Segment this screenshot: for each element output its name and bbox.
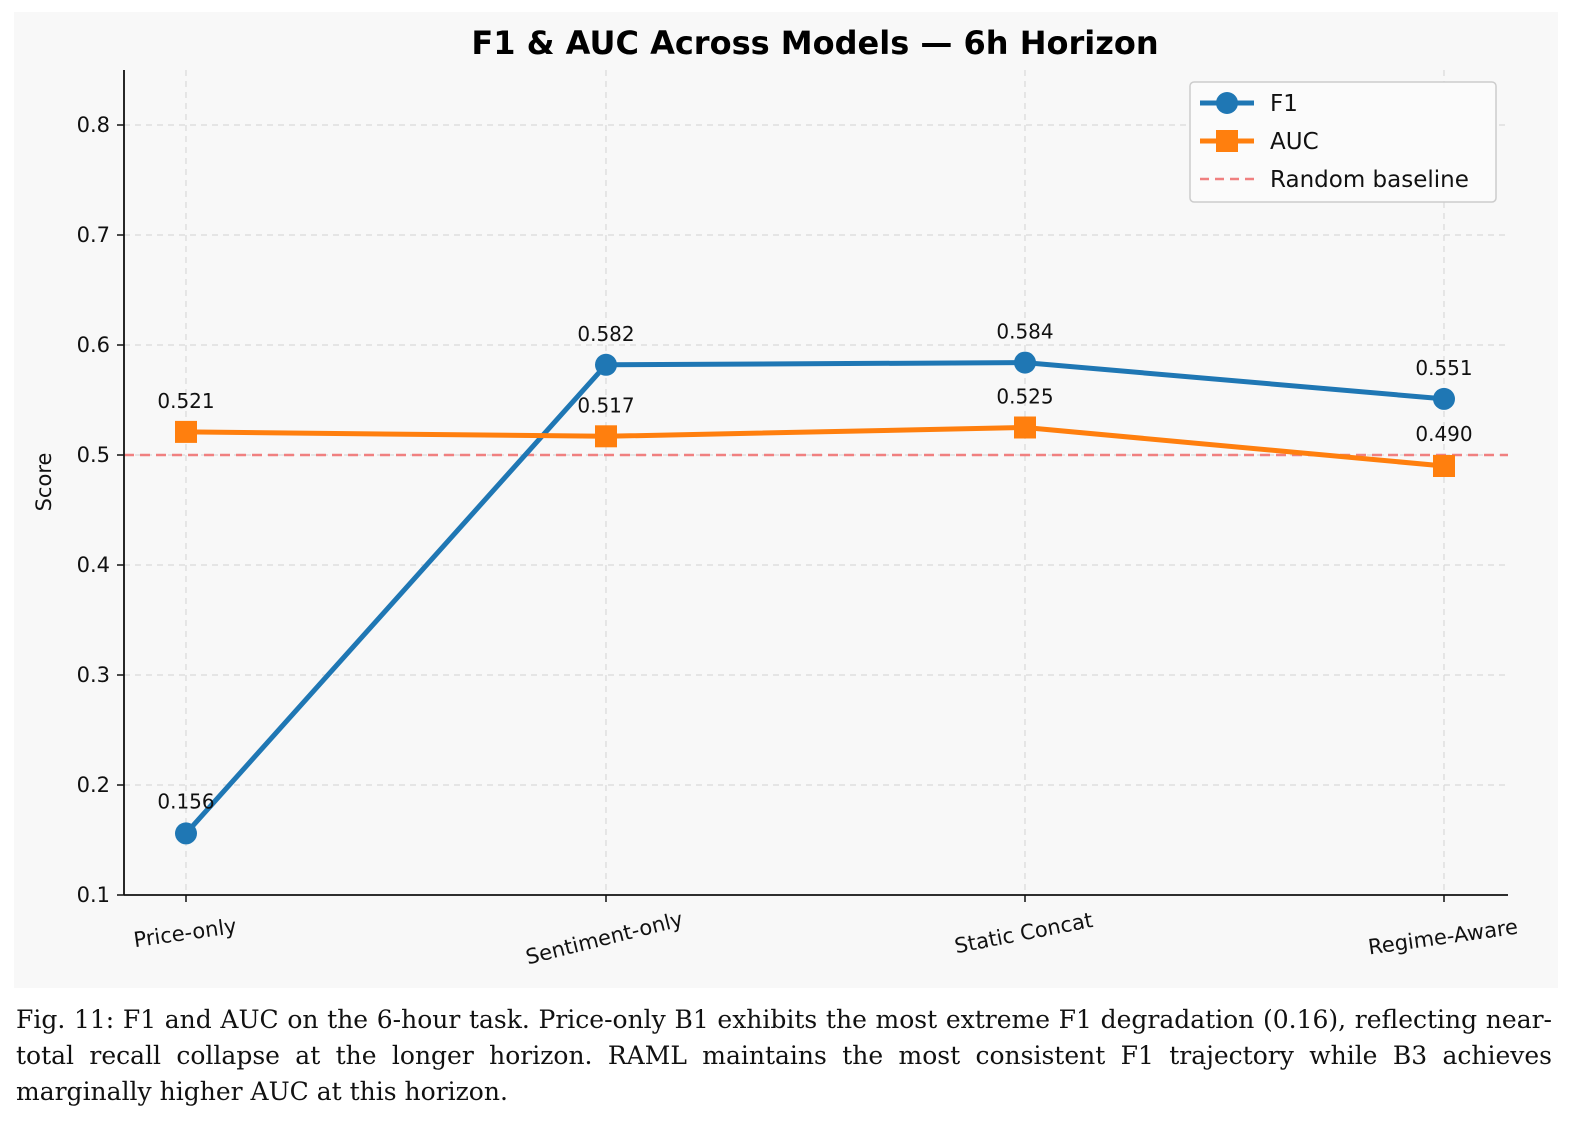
f1-point <box>1433 387 1455 410</box>
auc-line <box>185 425 1445 469</box>
figure-caption: Fig. 11: F1 and AUC on the 6-hour task. … <box>16 1005 1552 1106</box>
chart-figure: F1 & AUC Across Models — 6h Horizon 0.1 0… <box>32 24 1520 970</box>
y-tick-label: 0.6 <box>77 333 110 357</box>
y-tick-label: 0.1 <box>77 883 110 907</box>
f1-data-label: 0.584 <box>996 320 1053 344</box>
series-layer <box>175 351 1455 845</box>
legend-label: AUC <box>1270 129 1319 155</box>
chart-title: F1 & AUC Across Models — 6h Horizon <box>471 24 1158 62</box>
y-tick-label: 0.3 <box>77 663 110 687</box>
y-tick-label: 0.8 <box>77 113 110 137</box>
chart-svg: F1 & AUC Across Models — 6h Horizon 0.1 0… <box>32 24 1520 970</box>
legend-marker-square <box>1216 130 1238 152</box>
auc-point <box>175 420 197 443</box>
legend-box <box>1189 81 1497 203</box>
legend: F1 AUC Random baseline <box>1189 81 1497 203</box>
y-tick-label: 0.4 <box>77 553 110 577</box>
auc-data-label: 0.525 <box>996 385 1053 409</box>
f1-point <box>1014 351 1036 374</box>
f1-point <box>175 822 197 845</box>
auc-data-label: 0.490 <box>1415 422 1472 446</box>
f1-point <box>595 353 617 376</box>
f1-data-label: 0.551 <box>1415 356 1472 380</box>
auc-data-label: 0.517 <box>577 393 634 417</box>
f1-line <box>184 360 1445 836</box>
y-tick-label: 0.7 <box>77 223 110 247</box>
f1-data-label: 0.156 <box>157 789 214 813</box>
y-tick-label: 0.5 <box>77 443 110 467</box>
y-tick-label: 0.2 <box>77 773 110 797</box>
auc-data-label: 0.521 <box>157 389 214 413</box>
auc-point <box>1433 455 1455 477</box>
legend-label: Random baseline <box>1270 167 1469 193</box>
auc-point <box>595 425 617 448</box>
legend-label: F1 <box>1270 91 1298 117</box>
auc-point <box>1014 416 1036 439</box>
data-labels: 0.156 0.582 0.584 0.551 0.521 0.517 0.525 0.490 <box>157 320 1472 814</box>
y-axis-title: Score <box>32 453 56 512</box>
grid <box>124 70 1508 895</box>
f1-data-label: 0.582 <box>577 322 634 346</box>
legend-marker-circle <box>1216 92 1238 114</box>
